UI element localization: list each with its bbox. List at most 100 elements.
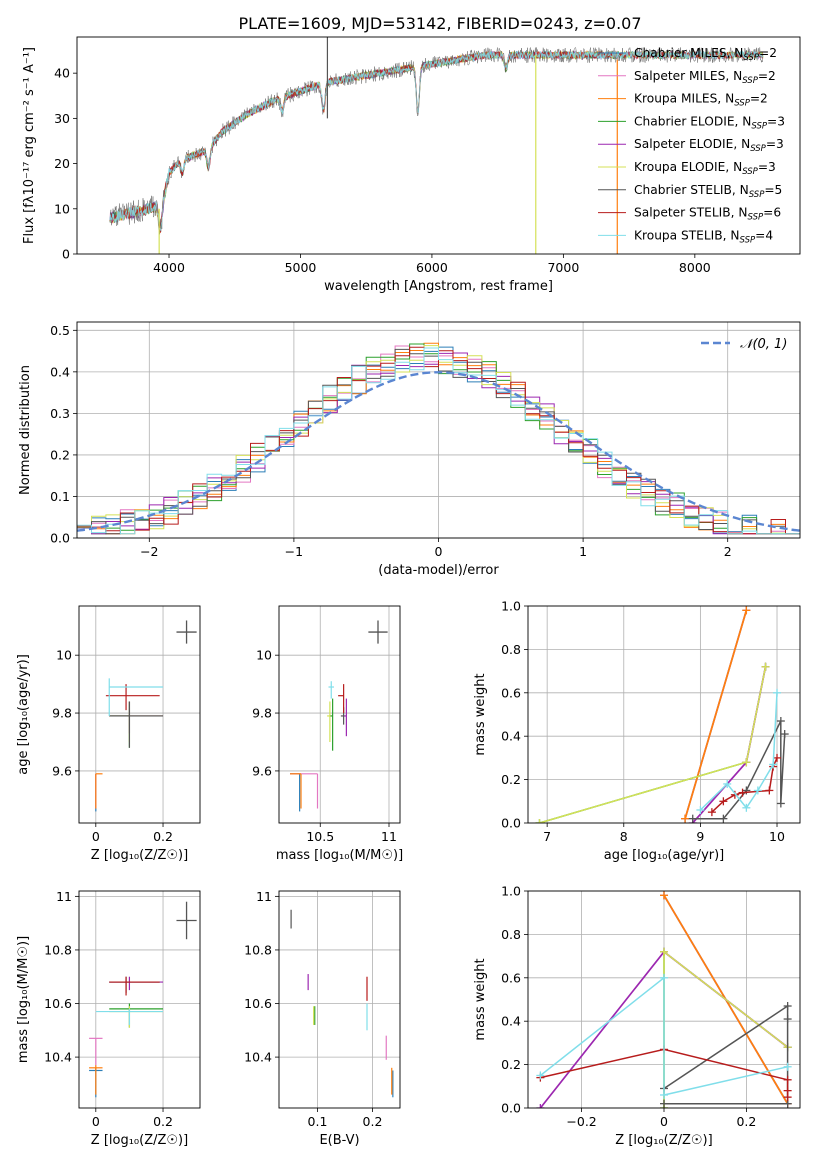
plot-area [536, 891, 792, 1108]
x-tick-label: −1 [285, 544, 303, 559]
y-tick-label: 10 [256, 648, 272, 663]
axes-frame [78, 890, 201, 1109]
weight-vs-age-panel: 7 8 9 10 0.0 0.2 0.4 0.6 0.8 1.0 age [log₁₀(age/yr… [473, 599, 801, 863]
y-tick-label: 0.2 [501, 1057, 521, 1072]
y-tick-label: 10.8 [44, 942, 72, 957]
x-tick-label: 11 [381, 829, 397, 844]
plot-area [89, 901, 197, 1098]
plot-area [109, 37, 764, 254]
x-tick-label: 0.2 [363, 1114, 383, 1129]
x-tick-label: −2 [140, 544, 158, 559]
y-tick-label: 9.8 [52, 706, 72, 721]
x-tick-label: 0 [92, 1114, 100, 1129]
legend-label: Salpeter MILES, NSSP=2 [634, 69, 776, 86]
x-tick-label: 2 [724, 544, 732, 559]
y-tick-label: 10.6 [44, 996, 72, 1011]
mass-vs-extinction-panel: 0.1 0.2 10.4 10.6 10.8 11 E(B-V) [244, 889, 401, 1148]
weight-vs-metallicity-panel: −0.2 0 0.2 0.0 0.2 0.4 0.6 0.8 1.0 Z [log₁₀(Z/Z☉)… [473, 884, 801, 1148]
figure-title: PLATE=1609, MJD=53142, FIBERID=0243, z=0… [238, 14, 641, 33]
y-tick-label: 0.2 [501, 772, 521, 787]
y-tick-label: 0.4 [501, 1014, 521, 1029]
y-tick-label: 10 [54, 201, 70, 216]
y-tick-label: 9.6 [252, 763, 272, 778]
x-tick-label: 0 [92, 829, 100, 844]
y-tick-label: 0.6 [501, 970, 521, 985]
y-tick-label: 11 [56, 889, 72, 904]
y-tick-label: 10.4 [44, 1050, 72, 1065]
legend-label: Chabrier ELODIE, NSSP=3 [634, 114, 785, 131]
axes-frame [78, 605, 201, 824]
y-tick-label: 0.3 [50, 406, 70, 421]
x-tick-label: 8 [620, 829, 628, 844]
spectrum-panel: 4000 5000 6000 7000 8000 0 10 20 30 40 wavelength … [22, 36, 801, 294]
y-tick-label: 10 [56, 648, 72, 663]
x-tick-label: 5000 [285, 260, 317, 275]
weight-line-salpeter-elodie [692, 666, 767, 823]
legend-label: Chabrier MILES, NSSP=2 [634, 46, 777, 63]
x-tick-label: 0.2 [153, 829, 173, 844]
x-tick-label: 6000 [416, 260, 448, 275]
x-axis-label: mass [log₁₀(M/M☉)] [276, 848, 403, 863]
weight-line-salpeter-stelib [711, 757, 778, 813]
x-axis-label: Z [log₁₀(Z/Z☉)] [615, 1133, 712, 1148]
y-tick-label: 0.4 [501, 729, 521, 744]
plot-area [77, 342, 800, 535]
residual-histogram-panel: −2 −1 0 1 2 0.0 0.1 0.2 0.3 0.4 0.5 (data-model)/er… [18, 321, 801, 578]
y-tick-label: 0.6 [501, 685, 521, 700]
x-axis-label: E(B-V) [319, 1133, 359, 1148]
y-axis-label: Flux [fλ10⁻¹⁷ erg cm⁻² s⁻¹ A⁻¹] [22, 47, 37, 244]
weight-line-kroupa-elodie [663, 950, 789, 1108]
x-axis-label: Z [log₁₀(Z/Z☉)] [91, 848, 188, 863]
legend-label: Salpeter ELODIE, NSSP=3 [634, 137, 784, 154]
legend-label: Kroupa MILES, NSSP=2 [634, 92, 768, 109]
legend-label: Chabrier STELIB, NSSP=5 [634, 183, 782, 200]
y-tick-label: 1.0 [501, 884, 521, 899]
x-tick-label: 0 [435, 544, 443, 559]
x-tick-label: −0.2 [566, 1114, 596, 1129]
x-tick-label: 4000 [153, 260, 185, 275]
y-tick-label: 0.2 [50, 447, 70, 462]
y-axis-label: Normed distribution [18, 365, 33, 495]
x-tick-label: 0.2 [153, 1114, 173, 1129]
weight-line-kroupa-stelib [699, 692, 778, 811]
y-tick-label: 0.0 [50, 531, 70, 546]
age-vs-metallicity-panel: 0 0.2 9.6 9.8 10 Z [log₁₀(Z/Z☉)] age [log₁₀(ag… [16, 605, 201, 863]
plot-area [290, 909, 394, 1098]
axes-frame [527, 605, 801, 824]
y-tick-label: 20 [54, 156, 70, 171]
y-tick-label: 0.0 [501, 1101, 521, 1116]
y-tick-label: 1.0 [501, 599, 521, 614]
x-tick-label: 0.1 [308, 1114, 328, 1129]
plot-area [535, 606, 789, 823]
weight-line-chabrier-stelib [663, 1004, 789, 1105]
mass-vs-metallicity-panel: 0 0.2 10.4 10.6 10.8 11 Z [log₁₀(Z/Z☉)] mass [l… [16, 889, 201, 1148]
axes-frame [76, 36, 801, 255]
x-tick-label: 9 [696, 829, 704, 844]
age-vs-mass-panel: 10.5 11 9.6 9.8 10 mass [log₁₀(M/M☉)] [252, 605, 403, 863]
y-tick-label: 0.1 [50, 489, 70, 504]
y-tick-label: 0.0 [501, 816, 521, 831]
legend-label: Salpeter STELIB, NSSP=6 [634, 206, 781, 223]
y-tick-label: 0.8 [501, 927, 521, 942]
normal-curve [77, 371, 800, 532]
y-axis-label: mass [log₁₀(M/M☉)] [16, 936, 31, 1063]
x-tick-label: 10.5 [306, 829, 334, 844]
x-axis-label: age [log₁₀(age/yr)] [604, 848, 725, 863]
plot-area [95, 620, 197, 812]
x-tick-label: 7 [543, 829, 551, 844]
legend-label: Kroupa ELODIE, NSSP=3 [634, 160, 776, 177]
weight-line-chabrier-stelib [692, 720, 786, 820]
axes-frame [278, 605, 401, 824]
plot-area [290, 620, 388, 812]
x-tick-label: 7000 [547, 260, 579, 275]
weight-line-kroupa-miles [684, 610, 748, 819]
weight-line-kroupa-elodie [539, 666, 767, 823]
x-tick-label: 0.2 [736, 1114, 756, 1129]
x-axis-label: Z [log₁₀(Z/Z☉)] [91, 1133, 188, 1148]
y-tick-label: 9.6 [52, 763, 72, 778]
x-axis-label: wavelength [Angstrom, rest frame] [324, 279, 553, 294]
axes-frame [527, 890, 801, 1109]
y-tick-label: 30 [54, 111, 70, 126]
y-axis-label: mass weight [473, 673, 488, 755]
